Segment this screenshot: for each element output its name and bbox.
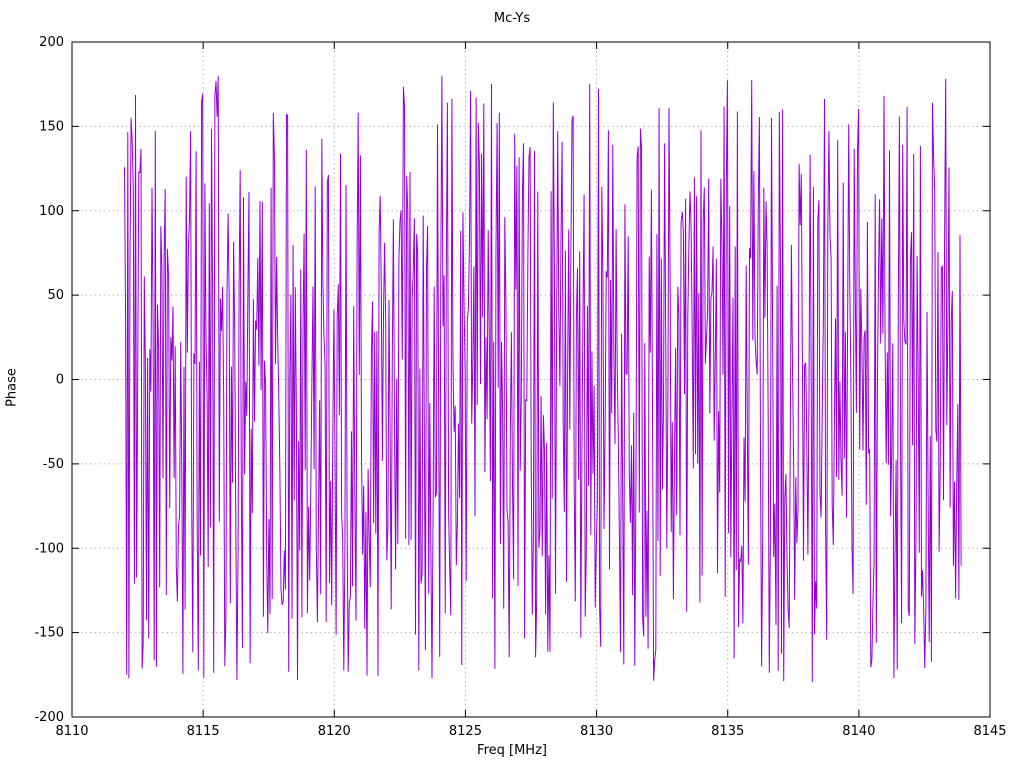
x-tick-label: 8115: [187, 724, 220, 739]
y-tick-label: 200: [39, 35, 64, 50]
x-tick-label: 8120: [318, 724, 351, 739]
y-tick-label: -50: [43, 457, 64, 472]
phase-trace: [124, 75, 962, 683]
x-tick-label: 8145: [973, 724, 1006, 739]
y-tick-label: 50: [47, 288, 64, 303]
x-tick-label: 8140: [842, 724, 875, 739]
x-tick-label: 8130: [580, 724, 613, 739]
x-tick-label: 8110: [55, 724, 88, 739]
y-tick-label: 150: [39, 119, 64, 134]
y-axis-label: Phase: [4, 368, 20, 407]
y-tick-label: 100: [39, 204, 64, 219]
y-tick-label: -100: [34, 541, 64, 556]
chart-title: Mc-Ys: [493, 11, 531, 26]
x-tick-label: 8125: [449, 724, 482, 739]
x-tick-label: 8135: [711, 724, 744, 739]
x-axis-label: Freq [MHz]: [477, 743, 547, 758]
y-tick-label: -150: [34, 626, 64, 641]
y-tick-label: 0: [56, 373, 64, 388]
y-tick-label: -200: [34, 710, 64, 725]
